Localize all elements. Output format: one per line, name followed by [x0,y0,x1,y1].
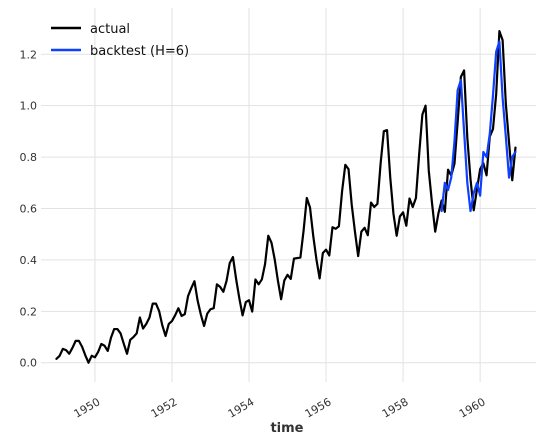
x-tick-label: 1954 [226,395,257,420]
legend-label: actual [90,22,130,37]
x-tick-label: 1956 [303,395,334,420]
y-tick-label: 0.0 [20,357,38,370]
y-tick-label: 0.6 [20,202,38,215]
y-tick-label: 0.4 [20,254,38,267]
y-tick-label: 0.8 [20,151,38,164]
y-axis: 0.0 0.2 0.4 0.6 0.8 1.0 1.2 [20,48,38,369]
legend: actual backtest (H=6) [51,22,189,59]
x-axis-label: time [270,421,303,436]
legend-label: backtest (H=6) [90,44,189,59]
series-line-actual [55,30,517,364]
y-tick-label: 1.2 [20,48,38,61]
grid [41,8,536,382]
x-tick-label: 1952 [149,395,180,420]
plot-area [55,30,517,364]
x-axis: 1950 1952 1954 1956 1958 1960 [72,395,488,420]
x-tick-label: 1950 [72,395,103,420]
x-tick-label: 1958 [380,395,411,420]
x-tick-label: 1960 [457,395,488,420]
series-line-backtest [440,40,517,213]
y-tick-label: 0.2 [20,305,38,318]
y-tick-label: 1.0 [20,100,38,113]
